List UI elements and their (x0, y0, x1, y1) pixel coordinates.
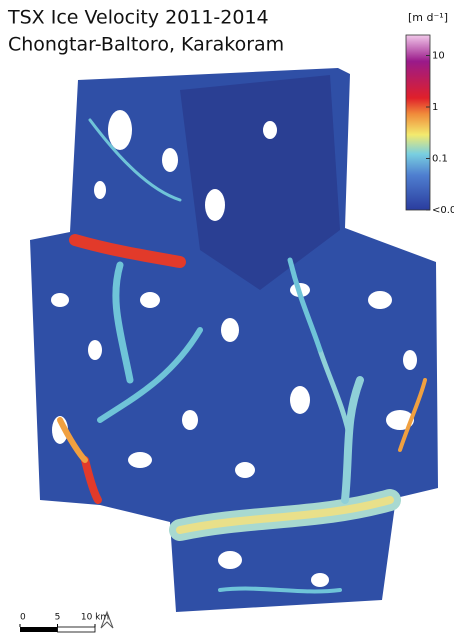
title-line: Chongtar-Baltoro, Karakoram (8, 34, 284, 56)
colorbar-ramp (406, 35, 430, 210)
title-line: TSX Ice Velocity 2011-2014 (7, 7, 269, 29)
colorbar: [m d⁻¹] 10 1 0.1 <0.01 (406, 11, 454, 216)
scale-bar-segment (58, 627, 96, 632)
scale-bar-label: 10 km (81, 613, 109, 623)
velocity-map (30, 68, 438, 612)
colorbar-tick-label: 10 (432, 50, 445, 61)
colorbar-tick-label: 0.1 (432, 153, 448, 164)
colorbar-unit: [m d⁻¹] (408, 11, 448, 24)
scale-bar-label: 0 (20, 613, 26, 623)
scale-bar: 0 5 10 km (20, 612, 113, 632)
colorbar-tick-label: <0.01 (432, 205, 454, 216)
map-figure: TSX Ice Velocity 2011-2014 Chongtar-Balt… (0, 0, 454, 633)
colorbar-tick-label: 1 (432, 102, 438, 113)
scale-bar-segment (20, 627, 58, 632)
scale-bar-label: 5 (55, 613, 61, 623)
